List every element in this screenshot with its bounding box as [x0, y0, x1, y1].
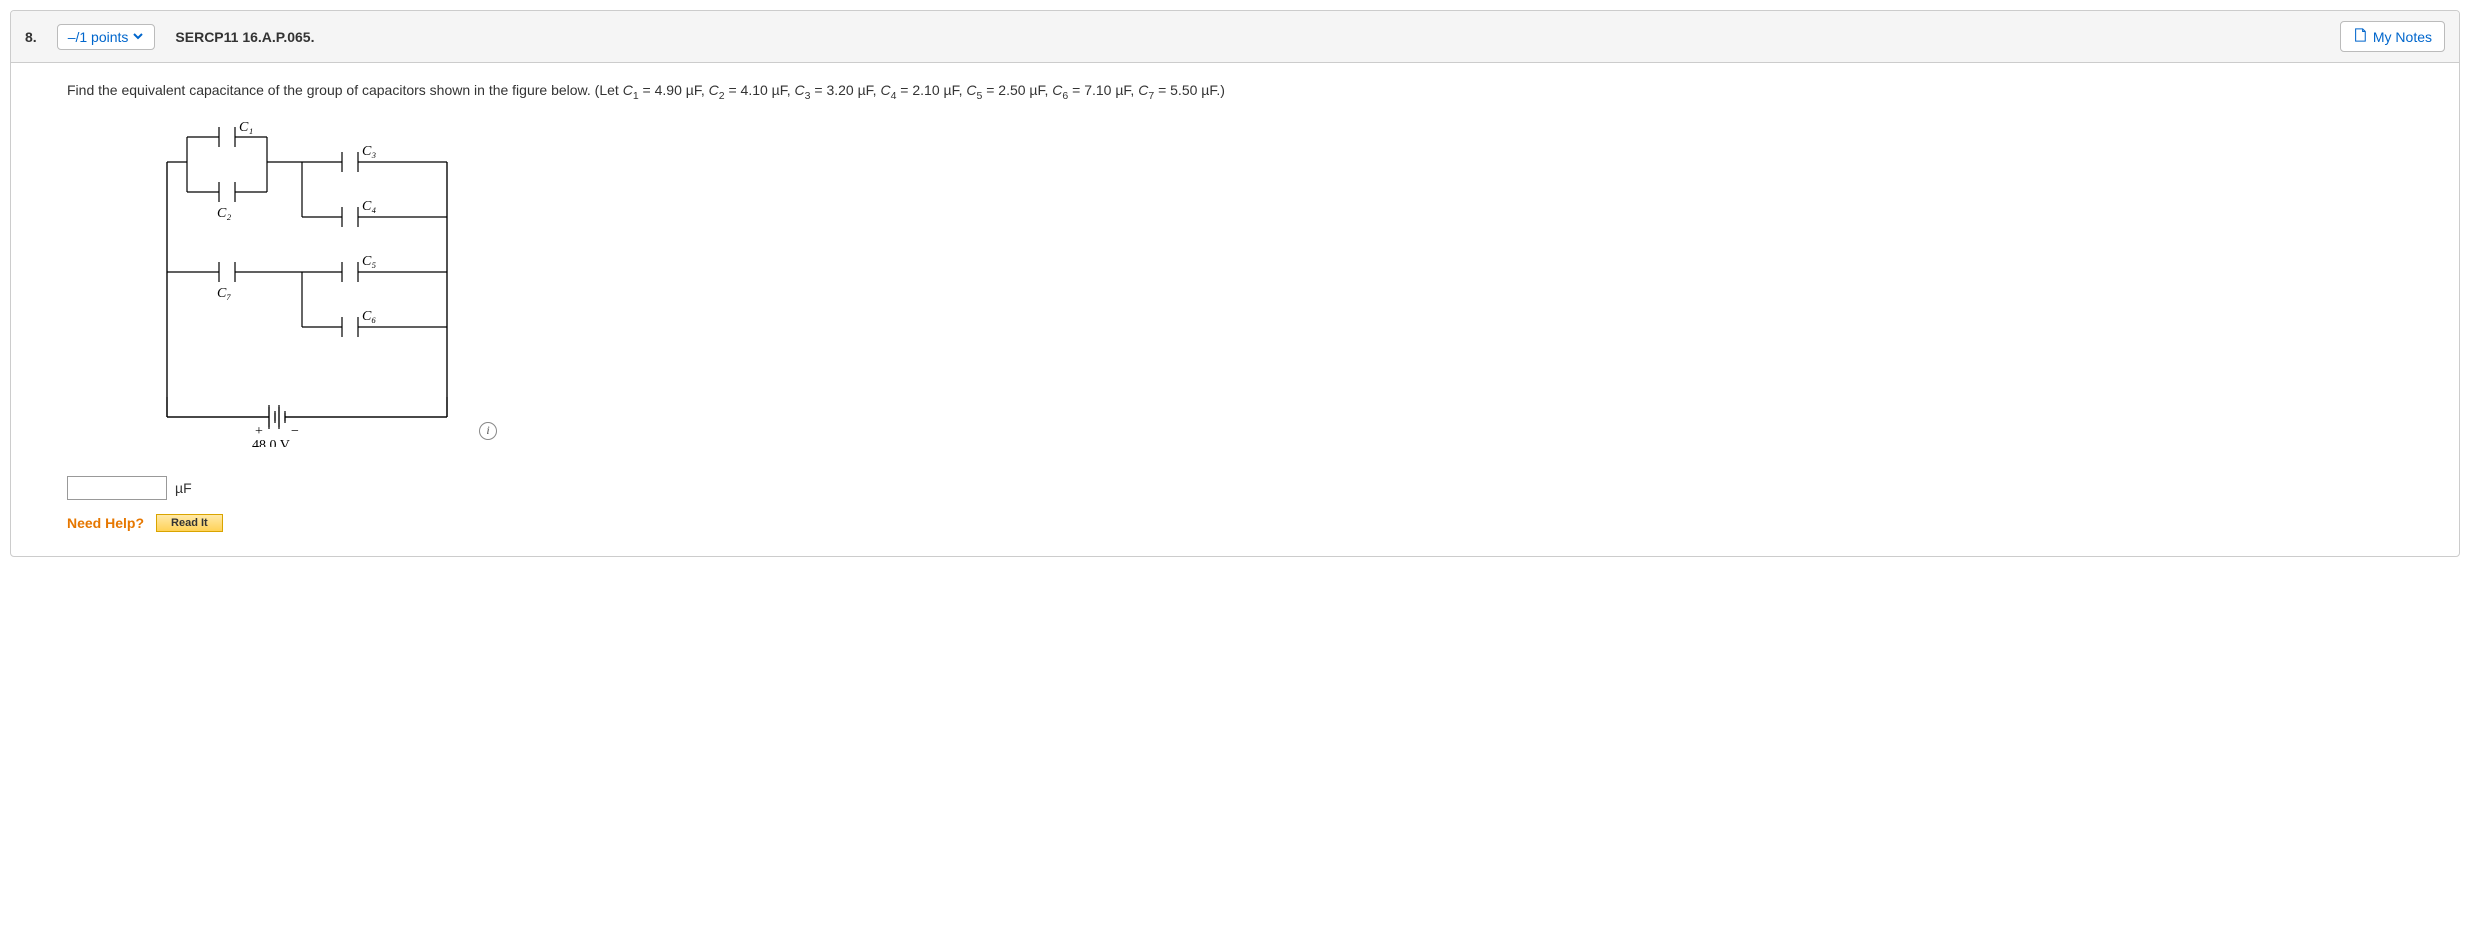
question-header: 8. –/1 points SERCP11 16.A.P.065. My Not…: [11, 11, 2459, 63]
label-c3: C₃: [362, 144, 376, 159]
battery-voltage: 48.0 V: [252, 438, 290, 447]
note-icon: [2353, 28, 2367, 45]
label-c7: C₇: [217, 286, 231, 301]
circuit-svg: + − 48.0 V: [147, 117, 467, 447]
answer-unit: µF: [175, 480, 192, 496]
question-number: 8.: [25, 29, 37, 45]
info-icon[interactable]: i: [479, 422, 497, 440]
chevron-down-icon: [132, 29, 144, 45]
label-c2: C₂: [217, 206, 231, 221]
answer-row: µF: [67, 476, 2435, 500]
label-c6: C₆: [362, 309, 376, 324]
question-prompt: Find the equivalent capacitance of the g…: [67, 79, 2435, 105]
label-c4: C₄: [362, 199, 376, 214]
problem-id: SERCP11 16.A.P.065.: [175, 29, 314, 45]
label-c1: C₁: [239, 120, 253, 135]
prompt-suffix: .): [1216, 82, 1225, 98]
prompt-prefix: Find the equivalent capacitance of the g…: [67, 82, 623, 98]
answer-input[interactable]: [67, 476, 167, 500]
help-row: Need Help? Read It: [67, 514, 2435, 532]
question-container: 8. –/1 points SERCP11 16.A.P.065. My Not…: [10, 10, 2460, 557]
my-notes-label: My Notes: [2373, 29, 2432, 45]
my-notes-button[interactable]: My Notes: [2340, 21, 2445, 52]
label-c5: C₅: [362, 254, 376, 269]
need-help-label: Need Help?: [67, 515, 144, 531]
points-dropdown[interactable]: –/1 points: [57, 24, 156, 50]
points-label: –/1 points: [68, 29, 129, 45]
question-body: Find the equivalent capacitance of the g…: [11, 63, 2459, 556]
read-it-button[interactable]: Read It: [156, 514, 223, 532]
battery-plus: +: [255, 424, 263, 439]
circuit-figure: + − 48.0 V: [147, 117, 467, 450]
battery-minus: −: [291, 424, 299, 439]
